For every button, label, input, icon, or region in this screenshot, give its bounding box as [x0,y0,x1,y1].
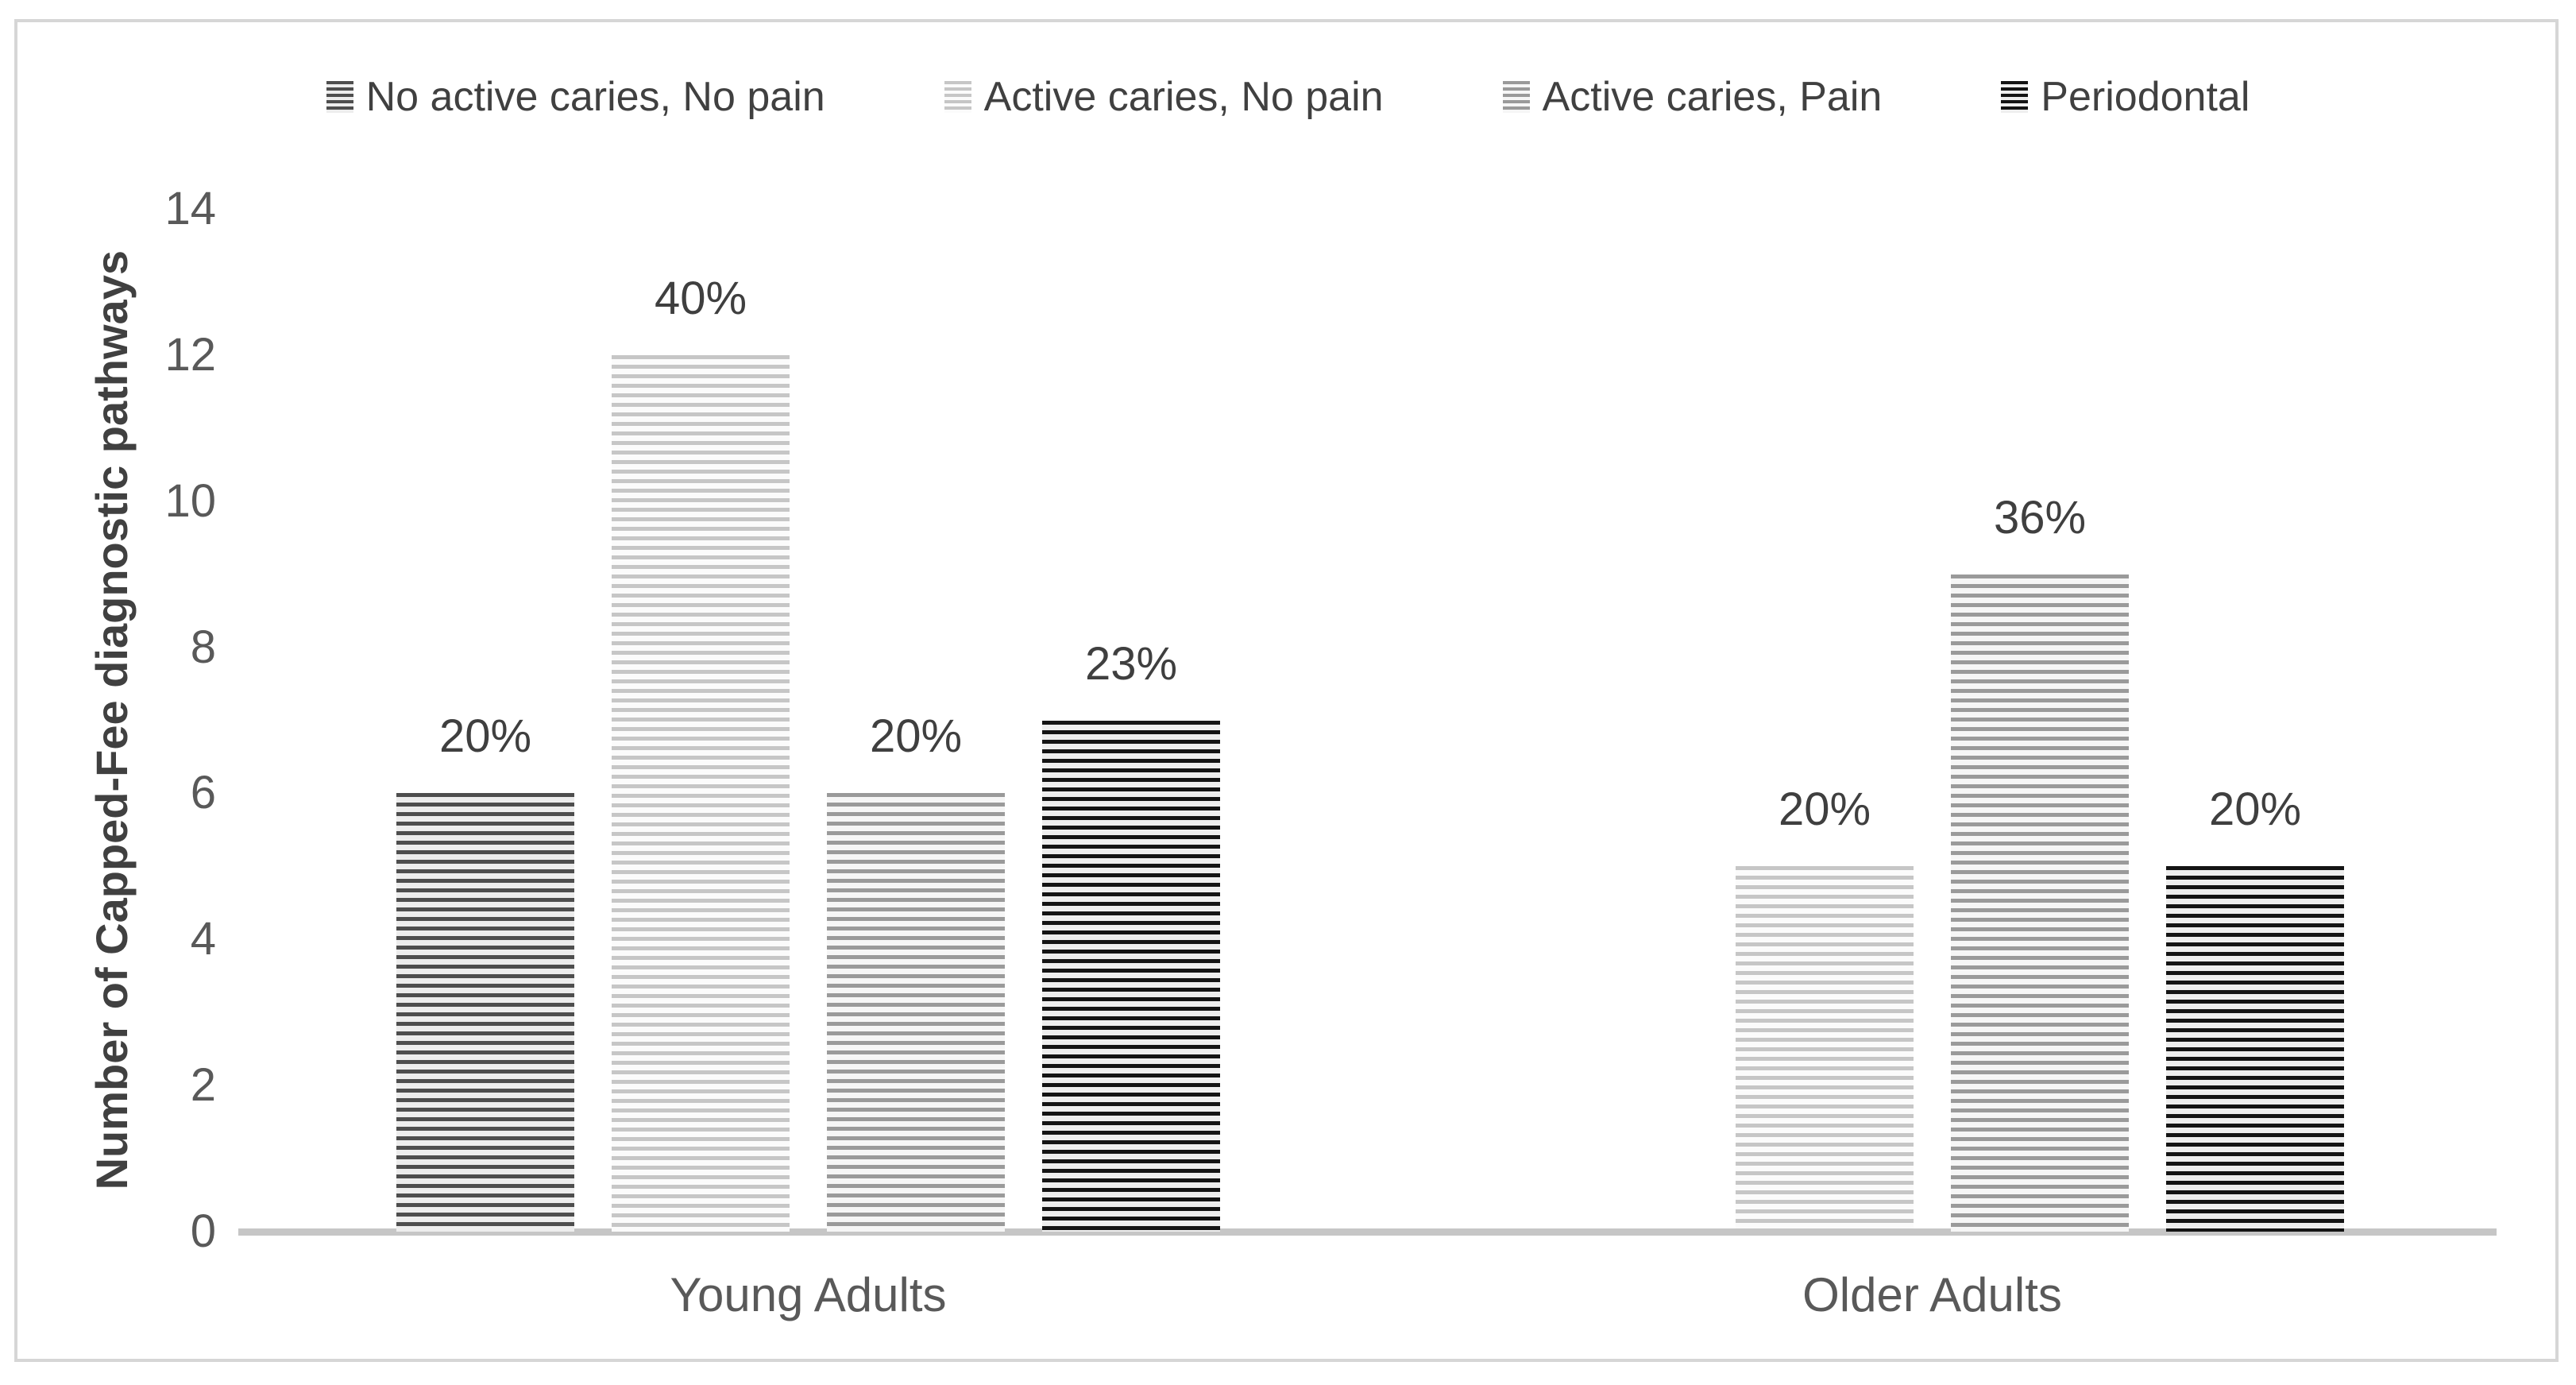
legend-label: No active caries, No pain [365,74,825,120]
x-axis-category-label: Young Adults [670,1268,947,1321]
y-tick-label: 6 [190,767,216,819]
y-tick-label: 14 [164,183,216,234]
legend-label: Periodontal [2041,74,2250,120]
legend-label: Active caries, Pain [1542,74,1883,120]
legend-item-no-active-caries-no-pain: No active caries, No pain [326,73,825,121]
bar-data-label: 40% [654,272,747,324]
legend-label: Active caries, No pain [983,74,1384,120]
legend-item-active-caries-pain: Active caries, Pain [1502,73,1883,121]
y-tick-label: 10 [164,474,216,527]
x-axis-category-label: Older Adults [1802,1268,2062,1321]
legend-item-periodontal: Periodontal [2001,73,2250,121]
y-tick-label: 0 [190,1205,216,1257]
bar-data-label: 20% [1778,783,1871,836]
bar-data-label: 36% [1993,491,2087,544]
x-axis-line [238,1228,2497,1236]
bar [1042,720,1220,1232]
bar [827,793,1005,1232]
bar [1736,866,1914,1232]
y-tick-label: 8 [190,621,216,673]
y-axis-title-text: Number of Capped-Fee diagnostic pathways [86,250,137,1190]
bar [1951,574,2129,1232]
bar-data-label: 20% [2208,783,2302,836]
bar [2166,866,2344,1232]
stripe-pattern-swatch-icon [326,81,353,113]
bar-data-label: 20% [869,710,963,763]
legend: No active caries, No pain Active caries,… [0,73,2576,121]
bar-data-label: 20% [438,710,532,763]
legend-item-active-caries-no-pain: Active caries, No pain [944,73,1384,121]
y-tick-label: 4 [190,913,216,965]
y-tick-label: 12 [164,328,216,381]
stripe-pattern-swatch-icon [944,81,971,113]
stripe-pattern-swatch-icon [2001,81,2029,113]
bar-data-label: 23% [1084,637,1178,690]
bar [396,793,574,1232]
stripe-pattern-swatch-icon [1502,81,1530,113]
bar [612,354,790,1232]
y-tick-label: 2 [190,1059,216,1112]
